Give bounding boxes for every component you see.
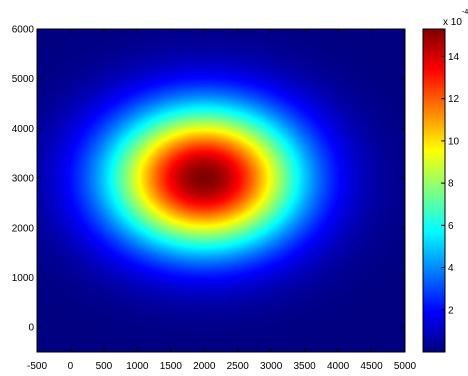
colorbar-ticks: 2 4 6 8 10 12 14 [441, 52, 460, 316]
colorbar-multiplier: x 10 [443, 17, 462, 28]
y-tick-label: 2000 [12, 223, 35, 234]
colorbar: 2 4 6 8 10 12 14 x 10 -4 [422, 9, 468, 353]
x-tick-label: 3500 [294, 361, 317, 372]
colorbar-border [422, 28, 446, 353]
x-tick-label: 2000 [193, 361, 216, 372]
x-tick-label: 500 [96, 361, 113, 372]
plot-border [36, 28, 406, 353]
colorbar-tick-label: 12 [448, 94, 460, 105]
y-tick-label: 1000 [12, 273, 35, 284]
x-tick-label: -500 [27, 361, 47, 372]
x-tick-label: 5000 [394, 361, 417, 372]
colorbar-tick-label: 2 [448, 305, 454, 316]
x-tick-label: 1000 [126, 361, 149, 372]
y-tick-label: 3000 [12, 174, 35, 185]
colorbar-tick-label: 4 [448, 263, 454, 274]
x-axis: -500 0 500 1000 1500 2000 2500 3000 3500 4000 4500… [27, 29, 417, 372]
heatmap-area [36, 28, 406, 353]
x-tick-label: 1500 [160, 361, 183, 372]
colorbar-tick-label: 10 [448, 136, 460, 147]
y-axis: 0 1000 2000 3000 4000 5000 6000 [12, 25, 405, 334]
y-tick-label: 0 [28, 323, 34, 334]
colorbar-image [423, 29, 445, 352]
y-tick-label: 6000 [12, 25, 35, 36]
colorbar-tick-label: 8 [448, 179, 454, 190]
x-tick-label: 4500 [360, 361, 383, 372]
colorbar-tick-label: 6 [448, 221, 454, 232]
y-tick-label: 4000 [12, 124, 35, 135]
x-tick-label: 2500 [227, 361, 250, 372]
x-tick-label: 3000 [260, 361, 283, 372]
y-tick-label: 5000 [12, 74, 35, 85]
x-tick-label: 4000 [327, 361, 350, 372]
colorbar-exponent: -4 [462, 9, 468, 16]
colorbar-tick-label: 14 [448, 52, 460, 63]
x-tick-label: 0 [68, 361, 74, 372]
heatmap-image [37, 29, 405, 352]
